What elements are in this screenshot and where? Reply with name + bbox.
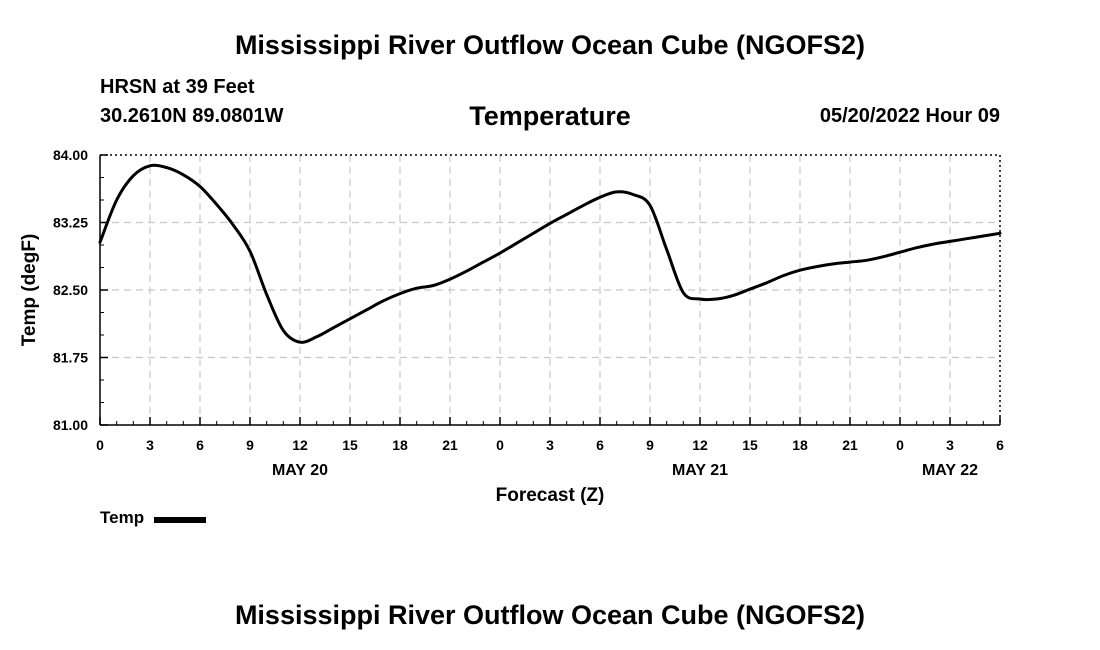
temperature-chart: 81.00 81.75 82.50 83.25 84.00 0 3 6 9 12 15 18 21 0 3 6… bbox=[19, 147, 1004, 506]
date-label: MAY 22 bbox=[922, 462, 978, 479]
coordinates-label: 30.2610N 89.0801W bbox=[100, 105, 284, 127]
legend-line-swatch bbox=[154, 516, 207, 523]
x-tick-label: 18 bbox=[392, 437, 408, 453]
x-tick-label: 21 bbox=[442, 437, 458, 453]
x-tick-label: 9 bbox=[246, 437, 254, 453]
x-tick-label: 3 bbox=[546, 437, 554, 453]
y-tick-label: 83.25 bbox=[53, 215, 88, 231]
forecast-datetime: 05/20/2022 Hour 09 bbox=[819, 105, 1000, 127]
date-label: MAY 20 bbox=[272, 462, 328, 479]
temp-series-line bbox=[98, 163, 1002, 344]
x-tick-label: 12 bbox=[692, 437, 708, 453]
y-tick-label: 81.75 bbox=[53, 350, 88, 366]
x-tick-label: 15 bbox=[742, 437, 758, 453]
x-tick-label: 0 bbox=[96, 437, 104, 453]
legend: Temp bbox=[100, 508, 207, 528]
x-tick-label: 3 bbox=[146, 437, 154, 453]
x-tick-label: 0 bbox=[496, 437, 504, 453]
x-axis-label: Forecast (Z) bbox=[496, 485, 605, 506]
y-tick-label: 82.50 bbox=[53, 282, 88, 298]
x-tick-label: 6 bbox=[196, 437, 204, 453]
y-axis-label: Temp (degF) bbox=[19, 234, 40, 347]
x-tick-label: 6 bbox=[596, 437, 604, 453]
station-label: HRSN at 39 Feet bbox=[100, 76, 255, 98]
x-tick-label: 12 bbox=[292, 437, 308, 453]
chart-subtitle: Temperature bbox=[469, 101, 631, 131]
y-tick-label: 81.00 bbox=[53, 417, 88, 433]
chart-title: Mississippi River Outflow Ocean Cube (NG… bbox=[234, 30, 866, 60]
x-tick-label: 3 bbox=[946, 437, 954, 453]
legend-label: Temp bbox=[100, 508, 145, 527]
y-tick-label: 84.00 bbox=[53, 147, 88, 163]
x-tick-label: 15 bbox=[342, 437, 358, 453]
x-tick-label: 21 bbox=[842, 437, 858, 453]
x-tick-label: 0 bbox=[896, 437, 904, 453]
x-tick-label: 9 bbox=[646, 437, 654, 453]
footer-title: Mississippi River Outflow Ocean Cube (NG… bbox=[234, 600, 866, 630]
x-tick-label: 18 bbox=[792, 437, 808, 453]
date-label: MAY 21 bbox=[672, 462, 728, 479]
x-tick-label: 6 bbox=[996, 437, 1004, 453]
